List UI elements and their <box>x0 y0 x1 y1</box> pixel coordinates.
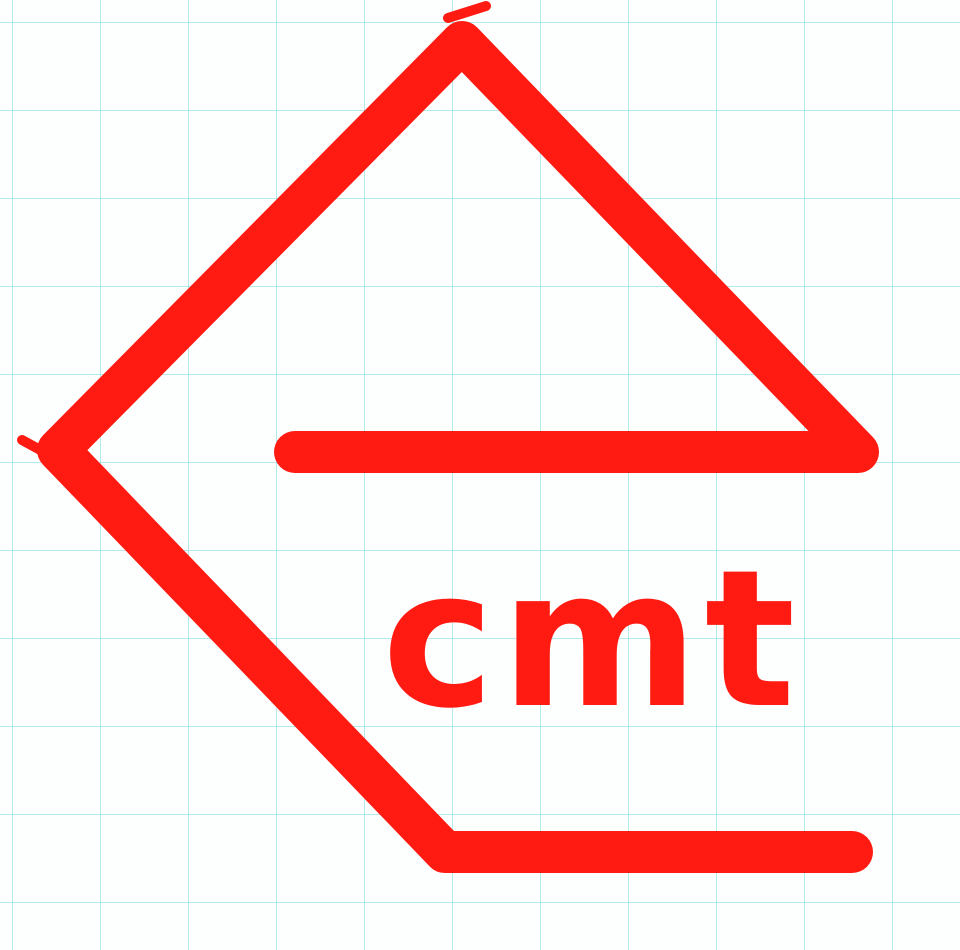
logo-text-cmt: cmt <box>382 529 801 750</box>
logo-outline-stroke <box>37 21 879 873</box>
left-point-mark <box>17 435 49 457</box>
roof-tip-mark <box>443 1 491 23</box>
